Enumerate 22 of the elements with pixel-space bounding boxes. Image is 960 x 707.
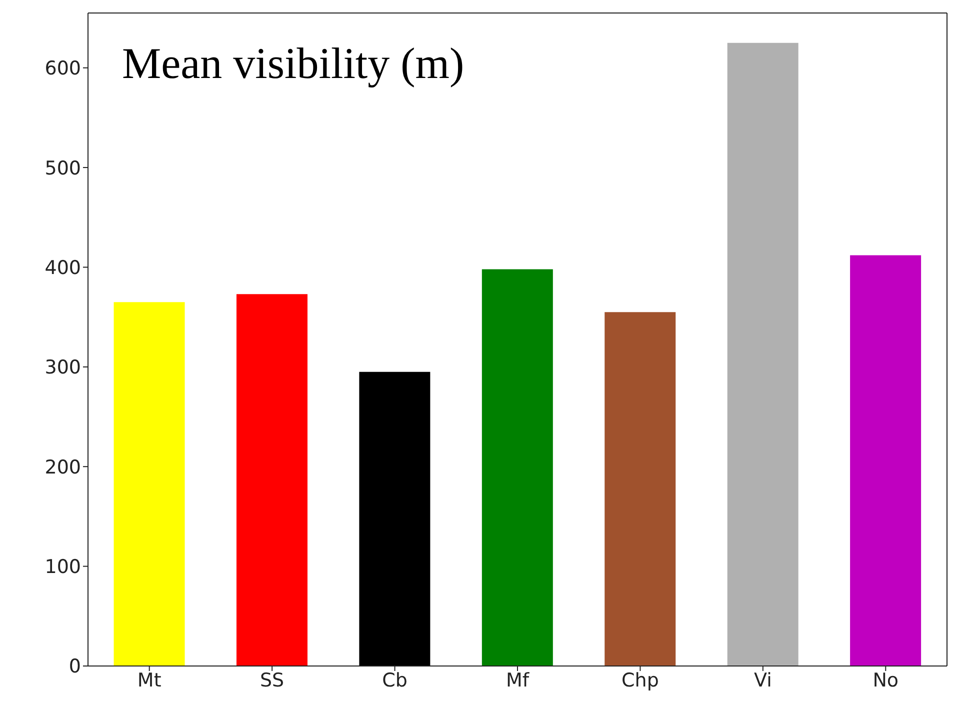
y-tick-label: 100: [44, 556, 81, 578]
bar: [482, 269, 553, 666]
x-tick-label: Cb: [382, 669, 408, 692]
y-tick-label: 500: [44, 157, 81, 180]
bar: [604, 312, 676, 666]
x-tick-label: No: [872, 669, 899, 692]
x-tick-label: SS: [260, 669, 284, 692]
y-tick-label: 0: [68, 656, 81, 678]
y-tick-label: 200: [44, 456, 81, 478]
x-tick-label: Chp: [622, 669, 659, 692]
x-tick-label: Mf: [506, 669, 530, 692]
bar: [236, 294, 308, 666]
bar: [114, 302, 185, 666]
x-tick-label: Vi: [754, 669, 772, 692]
x-tick-label: Mt: [137, 669, 162, 692]
text: Mean visibility (m): [122, 39, 464, 88]
bar: [727, 42, 798, 666]
y-tick-label: 400: [44, 256, 81, 279]
bar: [850, 255, 922, 666]
y-tick-label: 300: [44, 356, 81, 379]
bar: [359, 372, 430, 666]
y-tick-label: 600: [44, 58, 81, 80]
